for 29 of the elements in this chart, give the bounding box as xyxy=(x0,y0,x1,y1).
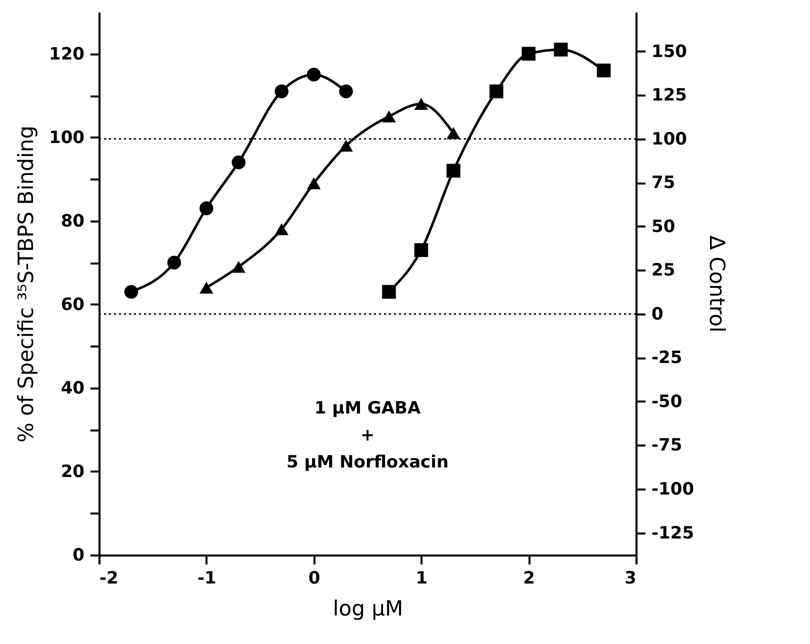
y-tick-label: 40 xyxy=(60,378,85,398)
x-tick-label: -2 xyxy=(100,568,118,588)
y2-tick-label: 25 xyxy=(652,260,676,281)
y-axis-title: % of Specific ³⁵S-TBPS Binding xyxy=(14,125,38,443)
y2-axis-title: Δ Control xyxy=(705,236,730,332)
y2-tick-label: -125 xyxy=(652,523,694,544)
x-tick-label: 0 xyxy=(308,568,320,588)
y-tick-label: 100 xyxy=(49,128,85,148)
x-tick-label: -1 xyxy=(197,568,216,588)
x-tick-label: 3 xyxy=(624,568,636,588)
x-axis-title: log μM xyxy=(332,596,404,620)
y-tick-label: 0 xyxy=(72,546,85,566)
y-tick-label: 80 xyxy=(60,211,85,232)
y-tick-label: 20 xyxy=(60,462,85,482)
y2-tick-label: 50 xyxy=(652,216,676,237)
y2-tick-label: 100 xyxy=(652,129,688,150)
x-tick-label: 2 xyxy=(523,568,536,588)
y2-tick-label: -75 xyxy=(652,436,682,456)
y2-tick-label: -100 xyxy=(652,480,694,500)
x-tick-label: 1 xyxy=(416,568,428,588)
y2-tick-label: -25 xyxy=(652,348,682,368)
y2-tick-label: 150 xyxy=(652,42,688,62)
y2-tick-label: -50 xyxy=(652,392,682,412)
annotation: 1 μM GABA + 5 μM Norfloxacin xyxy=(286,398,449,472)
y2-tick-label: 0 xyxy=(652,304,664,324)
y2-tick-label: 125 xyxy=(652,86,687,106)
y-tick-label: 60 xyxy=(60,294,85,315)
y2-tick-label: 75 xyxy=(652,173,676,194)
y-tick-label: 120 xyxy=(49,44,85,64)
